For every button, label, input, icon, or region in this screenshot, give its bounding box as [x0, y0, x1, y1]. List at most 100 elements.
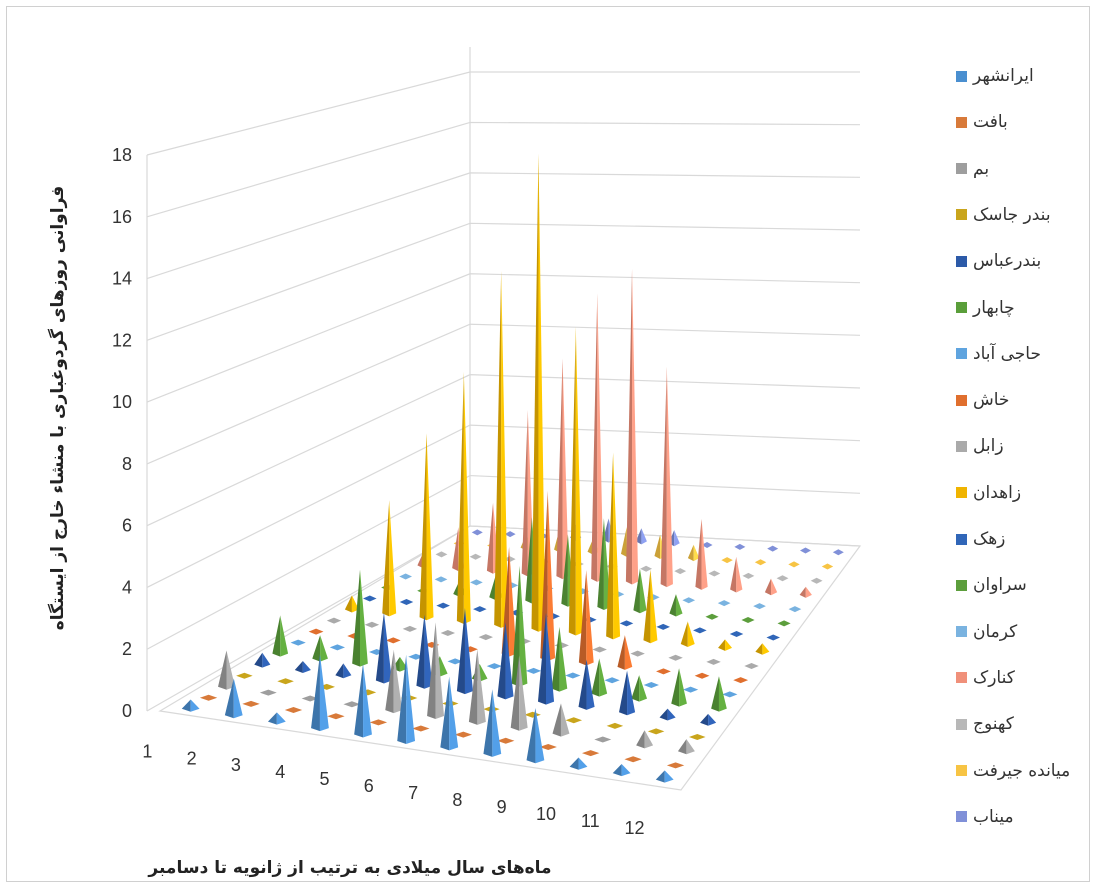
- cone-mark: [569, 757, 588, 770]
- cone-mark: [754, 559, 767, 566]
- cone-mark: [259, 689, 277, 696]
- cone-base: [363, 595, 377, 602]
- cone-right: [435, 622, 445, 720]
- cone-right: [624, 635, 633, 670]
- cone-left: [294, 661, 303, 673]
- cone-mark: [181, 699, 200, 712]
- cone-base: [821, 563, 834, 570]
- cone-mark: [454, 731, 472, 738]
- cone-mark: [385, 649, 403, 714]
- cone-base: [308, 628, 324, 635]
- cone-left: [643, 569, 651, 644]
- cone-mark: [497, 737, 515, 744]
- legend-item: میناب: [956, 805, 1014, 829]
- cone-right: [424, 614, 433, 689]
- cone-left: [382, 500, 390, 617]
- cone-mark: [301, 695, 319, 702]
- cone-base: [744, 662, 759, 669]
- legend-item: بافت: [956, 110, 1008, 134]
- cone-mark: [687, 544, 700, 562]
- cone-mark: [218, 650, 235, 690]
- cone-mark: [744, 662, 759, 669]
- cone-mark: [531, 153, 546, 632]
- cone-right: [464, 608, 474, 695]
- legend-item: کهنوج: [956, 712, 1014, 736]
- cone-right: [262, 652, 271, 668]
- legend-swatch: [956, 765, 967, 776]
- cone-base: [284, 707, 303, 714]
- cone-left: [671, 668, 680, 707]
- cone-left: [561, 534, 568, 607]
- cone-base: [399, 573, 412, 580]
- cone-left: [525, 517, 532, 604]
- cone-right: [406, 654, 416, 744]
- cone-mark: [504, 531, 516, 538]
- cone-right: [725, 639, 733, 651]
- legend-item: زاهدان: [956, 481, 1021, 505]
- cone-mark: [565, 717, 583, 724]
- cone-right: [686, 739, 695, 755]
- cone-base: [640, 565, 653, 572]
- cone-mark: [447, 658, 463, 665]
- cone-left: [680, 621, 688, 648]
- cone-right: [701, 518, 708, 590]
- cone-left: [578, 659, 587, 710]
- cone-mark: [424, 641, 440, 648]
- cone-mark: [505, 582, 519, 589]
- cone-left: [254, 652, 263, 668]
- cone-right: [762, 643, 770, 655]
- cone-left: [700, 713, 709, 726]
- cone-mark: [568, 326, 583, 636]
- cone-mark: [326, 617, 342, 624]
- gridline: [146, 273, 861, 403]
- cone-right: [343, 663, 352, 679]
- cone-right: [718, 676, 727, 712]
- legend-swatch: [956, 533, 967, 545]
- cone-left: [659, 708, 668, 721]
- cone-base: [694, 672, 710, 679]
- cone-mark: [277, 678, 294, 685]
- cone-base: [539, 743, 557, 750]
- cone-mark: [399, 599, 414, 606]
- cone-right: [439, 655, 448, 677]
- cone-mark: [742, 572, 755, 579]
- cone-mark: [640, 565, 653, 572]
- legend-label: چابهار: [973, 297, 1015, 318]
- cone-left: [456, 608, 465, 695]
- cone-mark: [734, 543, 746, 550]
- legend-swatch: [956, 70, 967, 82]
- legend-label: بم: [973, 158, 990, 179]
- cone-right: [578, 757, 588, 770]
- cone-right: [687, 621, 695, 648]
- cone-right: [320, 635, 328, 662]
- cone-left: [636, 730, 645, 749]
- cone-mark: [456, 608, 474, 695]
- cone-right: [599, 658, 608, 697]
- y-axis-title: فراوانی روزهای گردوغباری با منشاء خارج ا…: [48, 185, 68, 631]
- cone-base: [733, 677, 749, 684]
- cone-left: [631, 675, 640, 702]
- cone-mark: [729, 630, 744, 637]
- cone-base: [717, 600, 731, 607]
- cone-right: [632, 268, 639, 585]
- cone-right: [546, 612, 555, 705]
- cone-mark: [680, 621, 695, 648]
- cone-left: [552, 703, 561, 737]
- cone-mark: [721, 557, 733, 564]
- legend-swatch: [956, 209, 967, 221]
- cone-base: [470, 579, 483, 586]
- cone-mark: [659, 708, 676, 721]
- cone-mark: [764, 578, 778, 596]
- cone-mark: [592, 646, 607, 653]
- cone-mark: [705, 613, 719, 620]
- cone-base: [624, 756, 642, 763]
- cone-mark: [617, 635, 633, 670]
- cones: [181, 153, 844, 783]
- cone-mark: [643, 681, 659, 688]
- cone-left: [677, 739, 687, 755]
- cone-mark: [741, 617, 755, 624]
- cone-right: [666, 366, 673, 588]
- legend-label: زهک: [973, 529, 1006, 549]
- cone-left: [483, 689, 493, 757]
